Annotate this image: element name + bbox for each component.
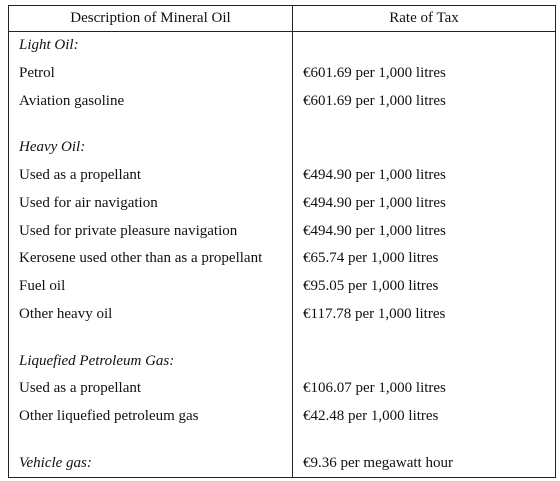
table-row: Fuel oil €95.05 per 1,000 litres <box>8 272 556 301</box>
mineral-oil-tax-table: Description of Mineral Oil Rate of Tax L… <box>8 4 556 478</box>
column-header-description: Description of Mineral Oil <box>8 4 293 33</box>
row-description: Fuel oil <box>8 272 293 301</box>
row-rate: €9.36 per megawatt hour <box>292 449 556 478</box>
row-description: Used as a propellant <box>8 161 293 190</box>
row-rate: €95.05 per 1,000 litres <box>292 272 556 301</box>
row-rate: €601.69 per 1,000 litres <box>292 59 556 88</box>
section-heading-row-lpg: Liquefied Petroleum Gas: <box>8 347 556 376</box>
row-description: Aviation gasoline <box>8 87 293 115</box>
section-spacer <box>8 430 556 450</box>
row-rate: €494.90 per 1,000 litres <box>292 217 556 246</box>
section-heading-vehicle-gas: Vehicle gas: <box>8 449 293 478</box>
row-rate: €42.48 per 1,000 litres <box>292 402 556 431</box>
table-row: Used as a propellant €494.90 per 1,000 l… <box>8 161 556 190</box>
row-description: Used as a propellant <box>8 375 293 403</box>
row-description: Other heavy oil <box>8 300 293 329</box>
section-spacer <box>8 114 556 135</box>
section-heading-lpg: Liquefied Petroleum Gas: <box>8 347 293 376</box>
row-description: Other liquefied petroleum gas <box>8 402 293 431</box>
table-row: Kerosene used other than as a propellant… <box>8 245 556 273</box>
section-heading-row-heavy-oil: Heavy Oil: <box>8 134 556 162</box>
column-header-rate: Rate of Tax <box>292 4 556 33</box>
table-row: Other liquefied petroleum gas €42.48 per… <box>8 402 556 431</box>
section-heading-light-oil: Light Oil: <box>8 31 293 60</box>
table-row: Used for private pleasure navigation €49… <box>8 217 556 246</box>
row-rate: €494.90 per 1,000 litres <box>292 189 556 218</box>
table-row: Petrol €601.69 per 1,000 litres <box>8 59 556 88</box>
row-description: Used for air navigation <box>8 189 293 218</box>
section-heading-row-vehicle-gas: Vehicle gas: €9.36 per megawatt hour <box>8 449 556 478</box>
section-heading-heavy-oil: Heavy Oil: <box>8 134 293 162</box>
row-description: Kerosene used other than as a propellant <box>8 245 293 273</box>
table-row: Used for air navigation €494.90 per 1,00… <box>8 189 556 218</box>
section-spacer <box>8 328 556 348</box>
section-heading-row-light-oil: Light Oil: <box>8 31 556 60</box>
row-rate: €117.78 per 1,000 litres <box>292 300 556 329</box>
row-rate: €494.90 per 1,000 litres <box>292 161 556 190</box>
row-rate: €106.07 per 1,000 litres <box>292 375 556 403</box>
table-row: Aviation gasoline €601.69 per 1,000 litr… <box>8 87 556 115</box>
table-header-row: Description of Mineral Oil Rate of Tax <box>8 4 556 33</box>
row-description: Petrol <box>8 59 293 88</box>
row-description: Used for private pleasure navigation <box>8 217 293 246</box>
row-rate: €601.69 per 1,000 litres <box>292 87 556 115</box>
row-rate: €65.74 per 1,000 litres <box>292 245 556 273</box>
table-row: Other heavy oil €117.78 per 1,000 litres <box>8 300 556 329</box>
table-row: Used as a propellant €106.07 per 1,000 l… <box>8 375 556 403</box>
